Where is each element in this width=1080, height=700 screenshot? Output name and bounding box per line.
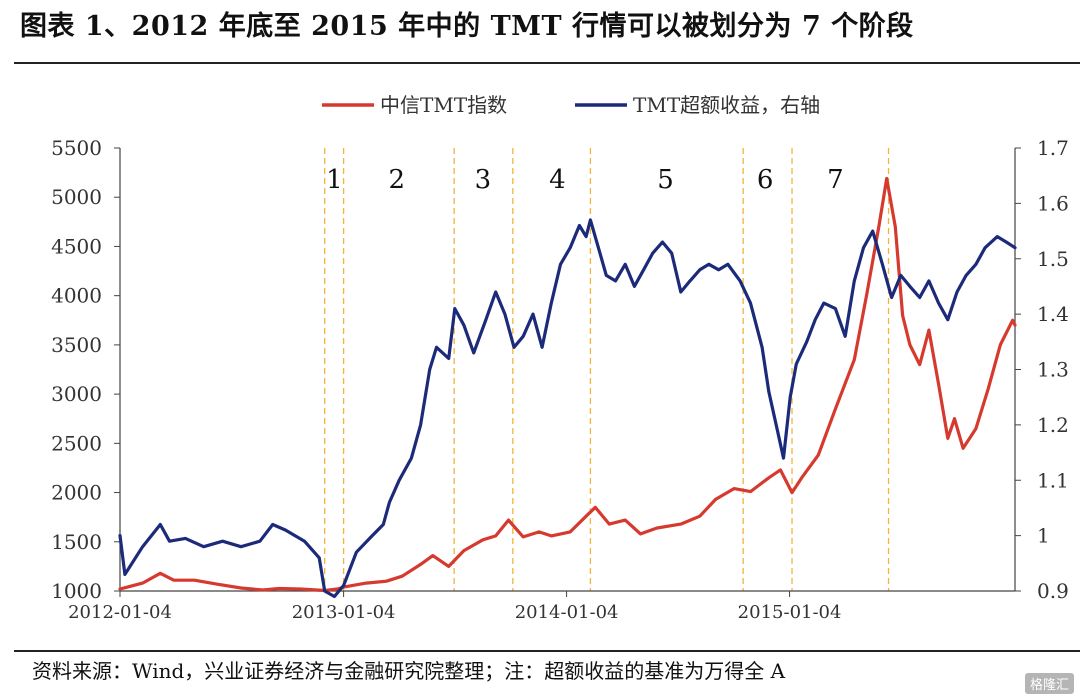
- right-tick-label: 1: [1037, 524, 1050, 548]
- left-tick-label: 4500: [51, 234, 102, 258]
- left-tick-label: 3500: [51, 333, 102, 357]
- phase-labels: 1 2 3 4 5 6 7: [326, 165, 844, 195]
- top-rule: [14, 62, 1080, 64]
- right-tick-label: 1.7: [1037, 136, 1069, 160]
- phase-label: 5: [657, 165, 674, 195]
- phase-label: 7: [827, 165, 844, 195]
- right-tick-label: 0.9: [1037, 579, 1069, 603]
- left-tick-label: 4000: [51, 284, 102, 308]
- x-tick-label: 2012-01-04: [68, 602, 172, 623]
- right-tick-label: 1.1: [1037, 468, 1069, 492]
- bottom-rule: [14, 650, 1080, 652]
- right-tick-label: 1.5: [1037, 247, 1069, 271]
- left-tick-label: 2500: [51, 431, 102, 455]
- left-tick-label: 2000: [51, 481, 102, 505]
- watermark-logo: 格隆汇: [1024, 673, 1074, 694]
- legend-label: TMT超额收益，右轴: [633, 93, 820, 117]
- right-tick-label: 1.6: [1037, 191, 1069, 215]
- left-tick-label: 3000: [51, 382, 102, 406]
- right-tick-label: 1.3: [1037, 358, 1069, 382]
- source-note: 资料来源：Wind，兴业证券经济与金融研究院整理；注：超额收益的基准为万得全 A: [32, 659, 786, 683]
- left-tick-label: 5000: [51, 185, 102, 209]
- series-line: [118, 218, 1017, 599]
- phase-label: 2: [388, 165, 405, 195]
- chart-svg: 1000 1500 2000 2500 3000 3500 4000 4500 5000 5500…: [51, 93, 1069, 623]
- chart-series: [118, 176, 1017, 599]
- chart-axes: 1000 1500 2000 2500 3000 3500 4000 4500 5000 5500…: [51, 136, 1069, 623]
- phase-label: 6: [757, 165, 774, 195]
- chart-title: 图表 1、2012 年底至 2015 年中的 TMT 行情可以被划分为 7 个阶…: [20, 11, 914, 42]
- phase-dividers: [324, 148, 890, 591]
- phase-label: 1: [326, 165, 343, 195]
- x-tick-label: 2015-01-04: [738, 602, 842, 623]
- right-tick-label: 1.4: [1037, 302, 1069, 326]
- legend-label: 中信TMT指数: [380, 93, 507, 117]
- series-line: [118, 176, 1017, 593]
- phase-label: 3: [475, 165, 492, 195]
- x-tick-label: 2014-01-04: [515, 602, 619, 623]
- left-tick-label: 1500: [51, 530, 102, 554]
- left-tick-label: 5500: [51, 136, 102, 160]
- right-tick-label: 1.2: [1037, 413, 1069, 437]
- chart-legend: 中信TMT指数 TMT超额收益，右轴: [322, 93, 820, 117]
- x-tick-label: 2013-01-04: [292, 602, 396, 623]
- left-tick-label: 1000: [51, 579, 102, 603]
- phase-label: 4: [549, 165, 566, 195]
